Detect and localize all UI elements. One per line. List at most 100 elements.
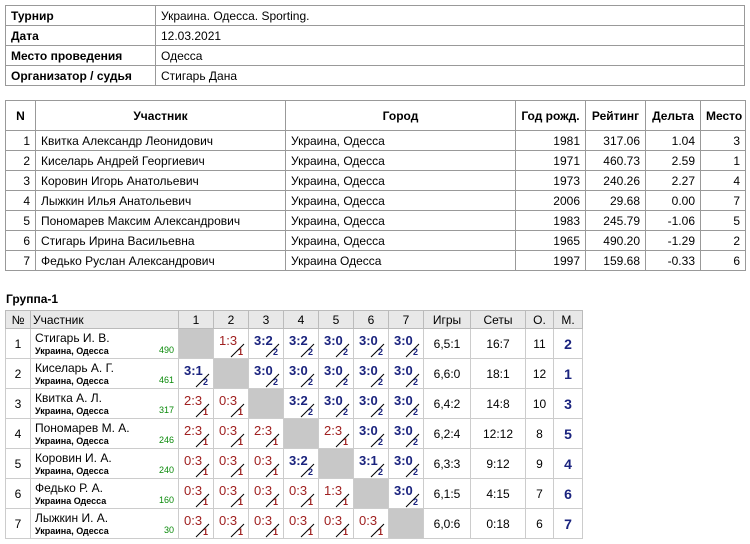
match-points: 1 (202, 437, 208, 447)
result-cell: 3:0 2 (353, 328, 389, 359)
result-cell: 3:2 2 (283, 328, 319, 359)
cell: Лыжкин Илья Анатольевич (35, 190, 286, 211)
result-cell: 0:3 1 (318, 508, 354, 539)
group-row: 2 Киселарь А. Г. Украина, Одесса 461 3:1 2 3:0… (5, 358, 583, 389)
player-name: Киселарь А. Г. (35, 361, 114, 375)
info-table: Турнир Украина. Одесса. Sporting. Дата 12.0… (5, 5, 745, 86)
cell: 245.79 (585, 210, 646, 231)
diagonal (265, 523, 280, 538)
column-header: 7 (388, 310, 424, 329)
column-header: 4 (283, 310, 319, 329)
cell: 5 (5, 210, 36, 231)
cell: 3 (5, 170, 36, 191)
match-score: 3:0 (324, 363, 343, 378)
result-cell: 3:0 2 (248, 358, 284, 389)
result-cell: 0:3 1 (283, 478, 319, 509)
result-cell: 3:0 2 (388, 358, 424, 389)
match-score: 3:0 (394, 393, 413, 408)
diagonal (230, 403, 245, 418)
info-value: 12.03.2021 (155, 25, 745, 46)
match-points: 2 (272, 347, 278, 357)
match-points: 2 (307, 347, 313, 357)
cell: 6 (700, 250, 746, 271)
column-header: 5 (318, 310, 354, 329)
result-cell: 0:3 1 (213, 448, 249, 479)
row-number: 1 (5, 328, 31, 359)
result-cell: 2:3 1 (248, 418, 284, 449)
match-points: 1 (307, 527, 313, 537)
match-score: 3:0 (359, 333, 378, 348)
match-score: 3:2 (289, 453, 308, 468)
total-points: 6 (525, 508, 554, 539)
match-points: 2 (412, 437, 418, 447)
match-points: 2 (412, 347, 418, 357)
result-cell: 3:0 2 (388, 388, 424, 419)
match-score: 0:3 (289, 483, 308, 498)
match-score: 0:3 (254, 513, 273, 528)
cell: 1981 (515, 130, 586, 151)
match-points: 1 (307, 497, 313, 507)
group-table: № Участник 1 2 3 4 5 6 7 Игры Сеты О. М. 1 Стигарь И. … (5, 310, 583, 539)
result-cell: 0:3 1 (178, 448, 214, 479)
header-row: N Участник Город Год рожд. Рейтинг Дельта Мест… (5, 100, 746, 131)
place: 6 (553, 478, 583, 509)
diagonal (335, 403, 350, 418)
player-name: Коровин И. А. (35, 451, 112, 465)
column-header: 2 (213, 310, 249, 329)
info-row: Турнир Украина. Одесса. Sporting. (5, 5, 745, 26)
diagonal (405, 463, 420, 478)
match-score: 2:3 (184, 393, 203, 408)
player-rating: 317 (158, 405, 174, 415)
info-row: Место проведения Одесса (5, 45, 745, 66)
diagonal (300, 343, 315, 358)
info-label: Место проведения (5, 45, 156, 66)
match-score: 0:3 (219, 423, 238, 438)
result-cell: 3:1 2 (178, 358, 214, 389)
games: 6,2:4 (423, 418, 471, 449)
participant-row: 5 Пономарев Максим Александрович Украина, … (5, 210, 746, 231)
place: 2 (553, 328, 583, 359)
result-cell: 0:3 1 (248, 478, 284, 509)
cell: Украина, Одесса (285, 130, 516, 151)
match-score: 0:3 (254, 453, 273, 468)
group-row: 6 Федько Р. А. Украина Одесса 160 0:3 1 0:3 1 0:… (5, 478, 583, 509)
cell: 7 (700, 190, 746, 211)
player-name: Пономарев М. А. (35, 421, 130, 435)
result-cell: 3:0 2 (388, 448, 424, 479)
cell: Квитка Александр Леонидович (35, 130, 286, 151)
cell: 4 (700, 170, 746, 191)
diagonal (370, 433, 385, 448)
result-cell: 3:0 2 (318, 358, 354, 389)
match-score: 0:3 (219, 393, 238, 408)
result-cell: 2:3 1 (178, 418, 214, 449)
match-points: 2 (272, 377, 278, 387)
match-points: 1 (272, 527, 278, 537)
match-points: 1 (237, 437, 243, 447)
match-points: 1 (272, 467, 278, 477)
result-cell: 1:3 1 (318, 478, 354, 509)
match-score: 3:2 (254, 333, 273, 348)
result-cell (388, 508, 424, 539)
cell: 1997 (515, 250, 586, 271)
sets: 4:15 (470, 478, 526, 509)
games: 6,6:0 (423, 358, 471, 389)
column-header: Рейтинг (585, 100, 646, 131)
diagonal (405, 373, 420, 388)
player-rating: 490 (158, 345, 174, 355)
diagonal (300, 403, 315, 418)
cell: Украина, Одесса (285, 210, 516, 231)
match-score: 3:0 (359, 423, 378, 438)
diagonal (300, 493, 315, 508)
result-cell: 2:3 1 (178, 388, 214, 419)
group-row: 1 Стигарь И. В. Украина, Одесса 490 1:3 1 3:2 2… (5, 328, 583, 359)
result-cell: 3:0 2 (318, 388, 354, 419)
player-cell: Стигарь И. В. Украина, Одесса 490 (30, 328, 179, 359)
match-points: 1 (377, 527, 383, 537)
match-points: 2 (307, 407, 313, 417)
match-points: 1 (342, 527, 348, 537)
player-name: Стигарь И. В. (35, 331, 110, 345)
cell: Федько Руслан Александрович (35, 250, 286, 271)
sets: 9:12 (470, 448, 526, 479)
match-score: 0:3 (254, 483, 273, 498)
cell: 2006 (515, 190, 586, 211)
